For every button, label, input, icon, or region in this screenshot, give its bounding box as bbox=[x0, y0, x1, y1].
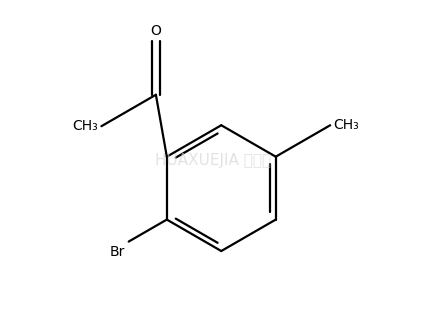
Text: CH₃: CH₃ bbox=[334, 118, 359, 132]
Text: O: O bbox=[150, 24, 161, 38]
Text: Br: Br bbox=[110, 245, 125, 259]
Text: CH₃: CH₃ bbox=[72, 119, 98, 133]
Text: HUAXUEJIA 化学加: HUAXUEJIA 化学加 bbox=[155, 153, 271, 167]
